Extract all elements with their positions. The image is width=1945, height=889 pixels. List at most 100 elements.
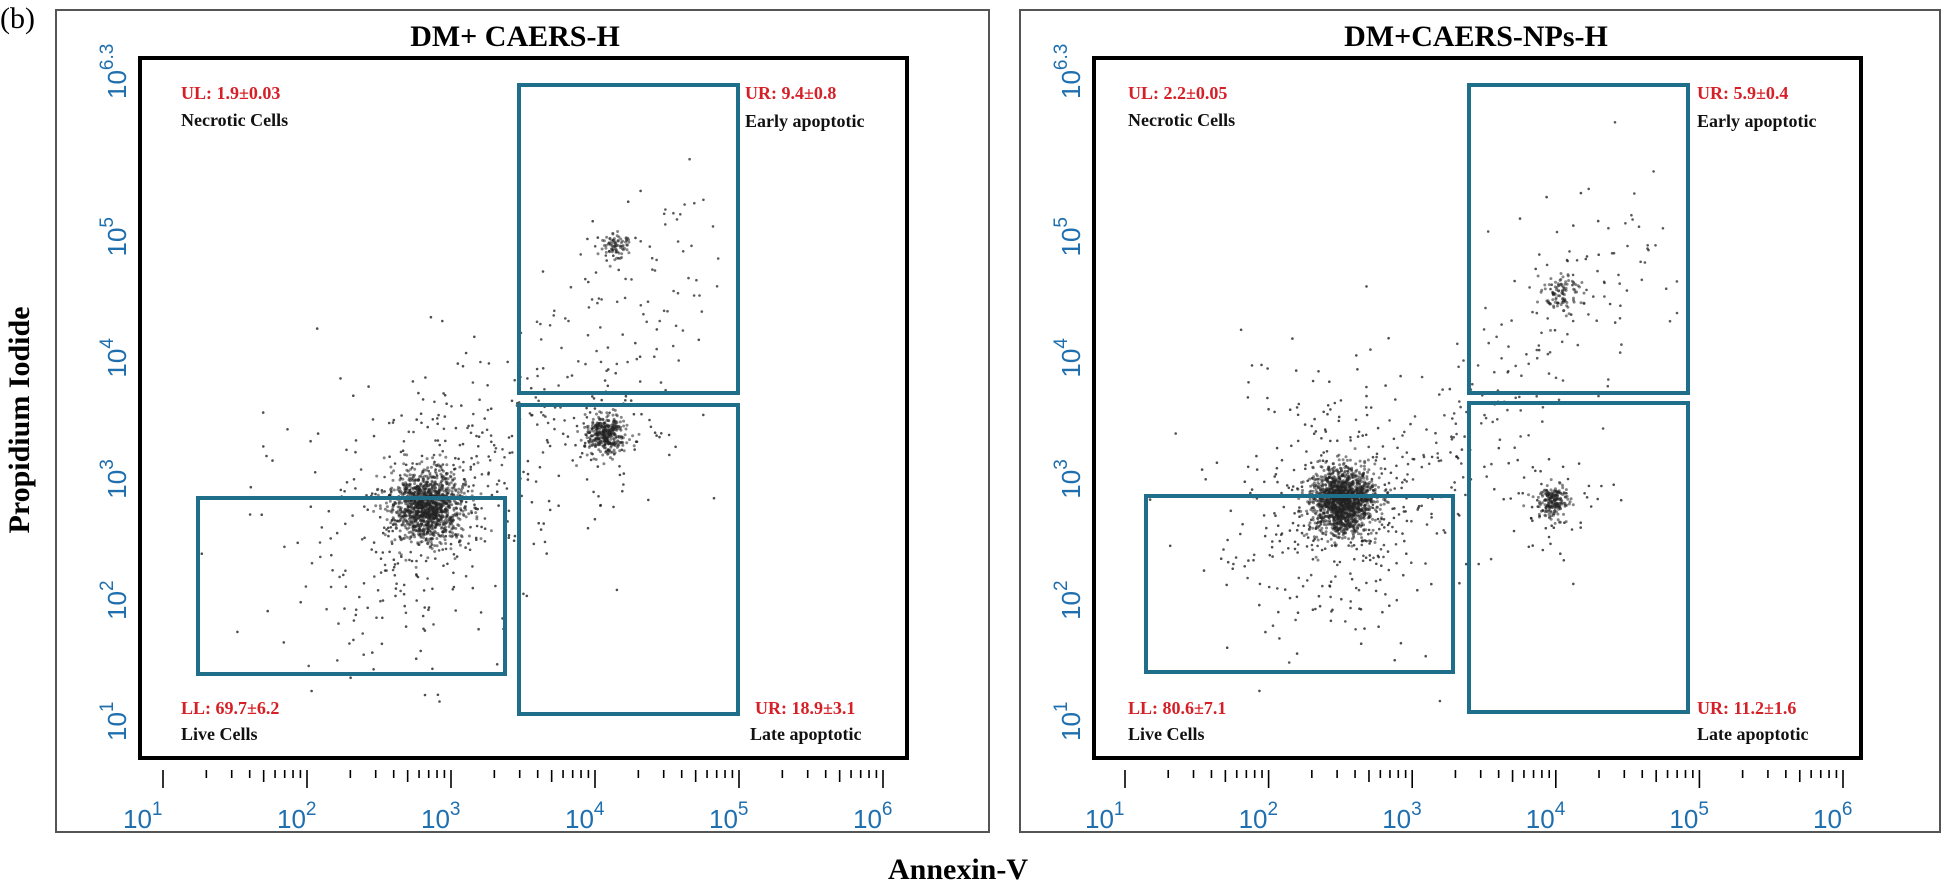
scatter-point: [1282, 505, 1286, 509]
scatter-point: [1509, 497, 1512, 500]
scatter-point: [1250, 488, 1254, 491]
scatter-point: [666, 310, 669, 313]
scatter-point: [534, 396, 538, 399]
scatter-point: [1382, 518, 1386, 521]
scatter-point: [1383, 499, 1387, 502]
scatter-point: [313, 471, 317, 474]
scatter-point: [389, 521, 393, 525]
scatter-point: [1387, 530, 1390, 533]
scatter-point: [1292, 468, 1296, 472]
scatter-point: [1357, 523, 1361, 527]
scatter-point: [408, 513, 412, 517]
scatter-point: [1401, 532, 1404, 535]
scatter-point: [1617, 273, 1620, 277]
scatter-point: [1549, 277, 1553, 281]
scatter-point: [500, 463, 504, 467]
scatter-point: [433, 544, 437, 548]
scatter-point: [387, 530, 391, 533]
scatter-point: [463, 478, 467, 481]
scatter-point: [650, 256, 654, 260]
scatter-point: [416, 489, 420, 493]
scatter-point: [415, 573, 418, 576]
scatter-point: [1287, 547, 1290, 550]
scatter-point: [435, 509, 439, 512]
scatter-point: [1371, 503, 1375, 507]
scatter-point: [283, 545, 286, 549]
scatter-point: [416, 516, 420, 520]
scatter-point: [402, 462, 406, 466]
scatter-point: [1387, 336, 1390, 340]
scatter-point: [605, 425, 608, 428]
scatter-point: [1298, 506, 1301, 509]
scatter-point: [1396, 446, 1399, 450]
scatter-point: [468, 548, 472, 552]
scatter-point: [1340, 597, 1343, 601]
scatter-point: [1380, 523, 1384, 526]
scatter-point: [624, 427, 628, 431]
scatter-point: [455, 535, 459, 539]
scatter-point: [623, 433, 627, 437]
scatter-point: [411, 380, 415, 383]
scatter-point: [403, 533, 407, 537]
scatter-point: [613, 441, 617, 444]
scatter-point: [1296, 413, 1300, 417]
scatter-point: [1618, 351, 1622, 354]
scatter-point: [1324, 489, 1327, 493]
scatter-point: [655, 347, 658, 351]
scatter-point: [1585, 255, 1589, 258]
scatter-point: [436, 417, 439, 420]
scatter-point: [383, 533, 387, 537]
scatter-point: [427, 606, 431, 609]
scatter-point: [1401, 434, 1404, 437]
scatter-point: [1355, 547, 1358, 551]
scatter-point: [1437, 459, 1441, 463]
scatter-point: [597, 421, 601, 425]
scatter-point: [1309, 484, 1313, 488]
gate-lr: [517, 403, 740, 716]
scatter-point: [1219, 557, 1223, 560]
scatter-point: [1535, 395, 1538, 398]
scatter-point: [1264, 630, 1267, 634]
scatter-point: [622, 472, 626, 475]
scatter-point: [458, 465, 462, 469]
scatter-point: [624, 399, 627, 402]
scatter-point: [579, 455, 582, 459]
scatter-point: [385, 518, 389, 522]
scatter-point: [1559, 552, 1562, 555]
scatter-point: [1631, 218, 1634, 221]
scatter-point: [634, 341, 637, 345]
scatter-point: [1596, 219, 1600, 223]
scatter-point: [1350, 544, 1354, 548]
scatter-point: [460, 535, 464, 539]
scatter-point: [438, 443, 442, 447]
scatter-point: [1405, 451, 1409, 454]
scatter-point: [1576, 284, 1580, 288]
scatter-point: [1409, 422, 1412, 426]
scatter-point: [349, 676, 352, 679]
scatter-point: [1539, 469, 1542, 473]
scatter-point: [1431, 497, 1434, 501]
scatter-point: [1311, 518, 1315, 522]
scatter-point: [1541, 509, 1545, 512]
scatter-point: [1350, 517, 1354, 521]
scatter-point: [1377, 476, 1381, 480]
scatter-point: [431, 506, 435, 510]
scatter-point: [1215, 461, 1219, 465]
scatter-point: [1225, 583, 1228, 587]
scatter-point: [413, 467, 417, 471]
scatter-point: [1596, 497, 1599, 501]
scatter-point: [1618, 317, 1622, 320]
scatter-point: [1527, 493, 1530, 497]
scatter-point: [620, 256, 624, 259]
scatter-point: [450, 492, 454, 496]
scatter-point: [430, 479, 434, 483]
scatter-point: [389, 487, 392, 491]
scatter-point: [403, 536, 406, 540]
scatter-point: [585, 416, 589, 419]
scatter-point: [441, 463, 445, 466]
scatter-point: [1322, 508, 1326, 512]
scatter-point: [1329, 408, 1332, 411]
scatter-point: [1531, 495, 1535, 499]
scatter-point: [1336, 509, 1339, 513]
scatter-point: [599, 450, 602, 454]
